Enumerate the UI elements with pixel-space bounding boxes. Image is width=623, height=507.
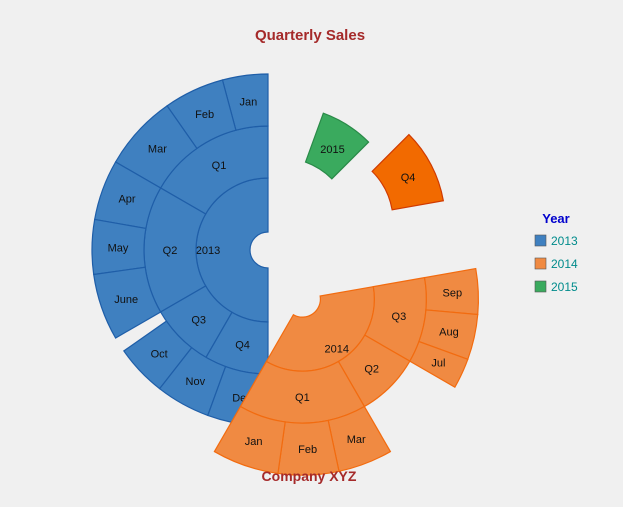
segment-label-y2013-q2-m0: Apr [118,194,135,206]
segment-label-y2013-q2-m2: June [114,294,138,306]
chart-subtitle: Company XYZ [262,468,357,484]
segment-y2013-q4-m0[interactable] [122,320,193,390]
segment-y2013-q2-m1[interactable] [91,218,147,276]
segment-label-y2015: 2015 [320,144,344,156]
segment-label-y2013-q3: Q3 [191,314,206,326]
segment-label-y2013-q2: Q2 [163,245,178,257]
segment-y2013-q1-m1[interactable] [166,79,237,150]
segment-label-y2013-q1-m0: Jan [240,96,258,108]
segment-y2013-q1-m2[interactable] [114,104,198,189]
segment-label-y2013-q1-m1: Feb [195,109,214,121]
segment-label-y2014-q1: Q1 [295,392,310,404]
segment-label-y2014-q1-m0: Mar [347,434,366,446]
segment-label-y2013-q4: Q4 [235,340,250,352]
legend-label-2015[interactable]: 2015 [551,280,578,294]
segment-label-y2014-q3: Q3 [392,311,407,323]
segment-y2013-q1-m0[interactable] [221,73,269,131]
segment-label-y2013-q4-m0: Oct [151,348,168,360]
legend-swatch-2013[interactable] [534,234,547,247]
chart-title: Quarterly Sales [255,27,365,44]
segment-label-y2013-q1-m2: Mar [148,144,167,156]
segment-y2015[interactable] [304,112,370,180]
segment-label-y2014: 2014 [325,343,349,355]
segment-label-y2013-q4-m1: Nov [186,376,206,388]
segment-label-q42014: Q4 [401,172,416,184]
segment-label-y2014-q2: Q2 [364,363,379,375]
segment-label-y2014-q3-m2: Jul [431,358,445,370]
segment-q42014[interactable] [371,133,445,211]
legend-label-2013[interactable]: 2013 [551,234,578,248]
legend-swatch-2014[interactable] [534,257,547,270]
segment-label-y2013: 2013 [196,245,220,257]
segment-y2013-q2-m2[interactable] [93,266,162,339]
legend-title: Year [542,211,569,226]
segment-y2014-q1-m2[interactable] [213,405,286,475]
legend: Year 2013 2014 2015 [534,211,578,294]
segment-label-y2014-q3-m1: Aug [439,327,459,339]
segment-label-y2014-q1-m1: Feb [298,444,317,456]
segment-y2013-q4-m1[interactable] [158,346,227,417]
segment-label-y2013-q1: Q1 [212,160,227,172]
legend-label-2014[interactable]: 2014 [551,257,578,271]
segment-y2013-q2-m0[interactable] [93,161,162,230]
legend-swatch-2015[interactable] [534,280,547,293]
segment-label-y2014-q3-m0: Sep [443,288,463,300]
segment-label-y2014-q1-m2: Jan [245,436,263,448]
segment-label-y2013-q2-m1: May [108,242,129,254]
sunburst-segments: 2013Q1JanFebMarQ2AprMayJuneQ3Q4OctNovDec… [91,73,479,476]
